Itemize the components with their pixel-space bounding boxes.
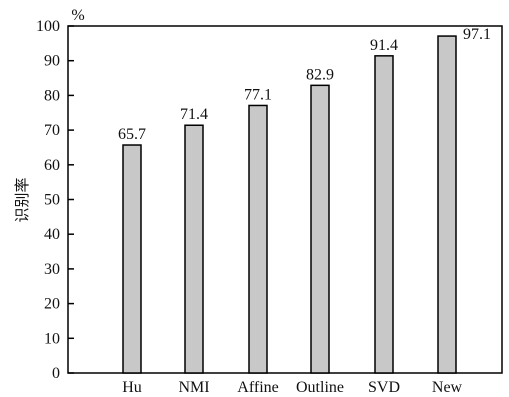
bar-nmi bbox=[184, 124, 204, 374]
x-tick-label: New bbox=[432, 379, 463, 396]
y-tick-label: 90 bbox=[44, 53, 60, 70]
y-tick-label: 0 bbox=[52, 365, 60, 382]
bar-outline bbox=[310, 84, 330, 374]
y-tick-label: 60 bbox=[44, 157, 60, 174]
bar-hu bbox=[122, 144, 142, 374]
y-tick-label: 20 bbox=[44, 296, 60, 313]
data-label: 97.1 bbox=[463, 26, 491, 43]
y-tick-label: 80 bbox=[44, 87, 60, 104]
bars: 65.7 71.4 77.1 82.9 91.4 97.1 bbox=[118, 26, 491, 374]
x-tick-label: Outline bbox=[296, 379, 344, 396]
data-label: 77.1 bbox=[244, 86, 272, 103]
y-axis-unit: % bbox=[71, 7, 84, 24]
x-tick-label: Hu bbox=[122, 379, 142, 396]
x-tick-label: SVD bbox=[368, 379, 400, 396]
data-label: 71.4 bbox=[180, 106, 208, 123]
data-label: 65.7 bbox=[118, 126, 146, 143]
data-label: 82.9 bbox=[306, 66, 334, 83]
y-tick-label: 10 bbox=[44, 330, 60, 347]
y-tick-label: 40 bbox=[44, 226, 60, 243]
bar-new bbox=[437, 35, 457, 374]
bar-svd bbox=[374, 55, 394, 374]
x-tick-label: NMI bbox=[178, 379, 209, 396]
bar-affine bbox=[248, 104, 268, 374]
y-tick-label: 70 bbox=[44, 122, 60, 139]
y-axis-label: 识别率 bbox=[13, 177, 31, 222]
y-tick-label: 100 bbox=[36, 18, 60, 35]
data-label: 91.4 bbox=[370, 37, 398, 54]
axes: 0 10 20 30 40 50 60 70 80 90 100 Hu NMI Affine Outline… bbox=[36, 18, 503, 396]
x-tick-label: Affine bbox=[237, 379, 278, 396]
y-tick-label: 50 bbox=[44, 192, 60, 209]
y-tick-label: 30 bbox=[44, 261, 60, 278]
